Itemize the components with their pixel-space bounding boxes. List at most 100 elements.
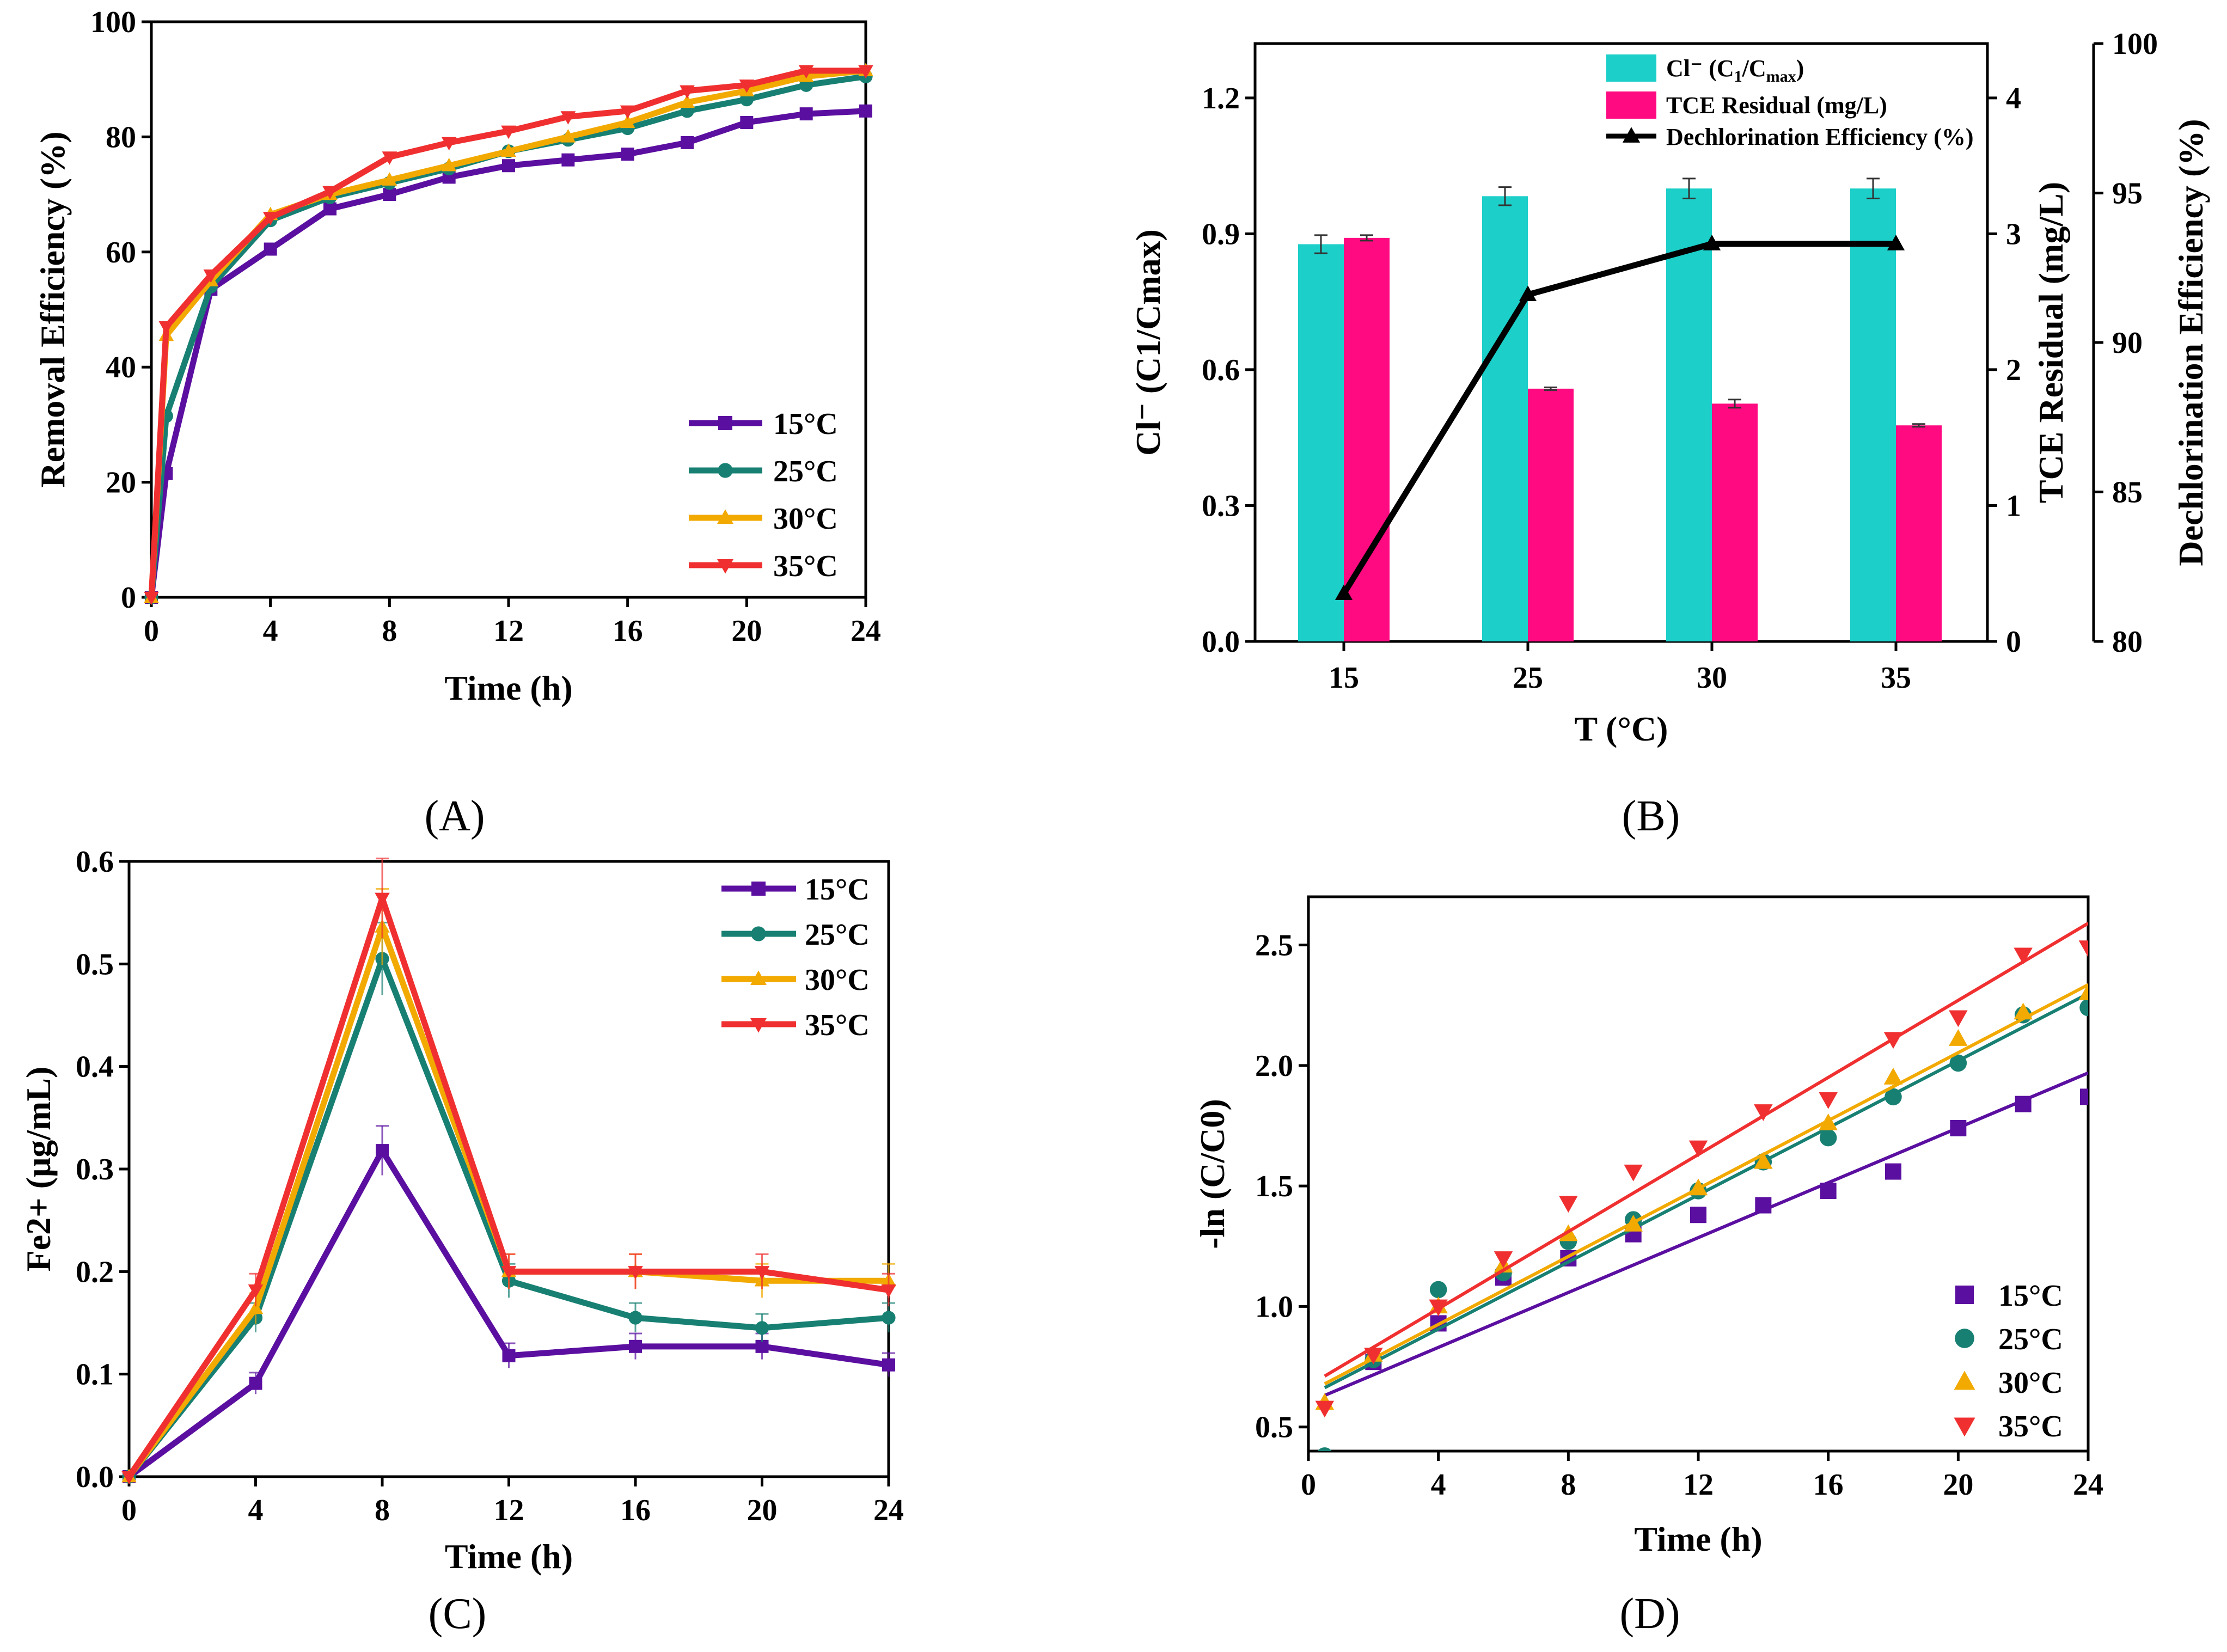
data-point bbox=[1688, 1140, 1708, 1158]
data-point bbox=[322, 186, 338, 200]
data-point bbox=[1315, 1400, 1335, 1418]
legend-marker bbox=[750, 970, 767, 986]
legend-label-part: ) bbox=[1796, 55, 1804, 82]
data-point bbox=[1949, 1029, 1968, 1046]
data-point bbox=[501, 125, 516, 139]
data-point bbox=[1883, 1032, 1903, 1049]
y-tick-label: 0.5 bbox=[76, 947, 114, 981]
legend: 15°C 25°C 30°C 35°C bbox=[689, 407, 838, 583]
y-right-tick-label: 0 bbox=[2006, 625, 2021, 659]
data-point bbox=[501, 143, 516, 157]
bar-cl bbox=[1666, 188, 1712, 641]
panel-c: 0 4 8 12 16 20 24 0.0 0.1 0.2 0.3 0.4 0.5 0.6 Time (h)… bbox=[19, 845, 904, 1638]
legend-label: 30°C bbox=[805, 963, 870, 997]
data-point bbox=[620, 105, 635, 119]
panel-b: 0.0 0.3 0.6 0.9 1.2 0 1 2 3 4 80 85 90 95 100 15 25 30 35 T… bbox=[1129, 27, 2210, 840]
data-point bbox=[2079, 999, 2088, 1017]
x-tick-label: 35 bbox=[1881, 661, 1911, 695]
y-tick-label: 40 bbox=[106, 351, 136, 384]
data-point bbox=[1559, 1196, 1578, 1213]
data-point bbox=[501, 1266, 517, 1280]
legend-marker bbox=[717, 509, 733, 524]
panel-caption: (D) bbox=[1619, 1590, 1680, 1638]
data-point bbox=[441, 157, 457, 172]
legend-label: 25°C bbox=[1998, 1323, 2063, 1356]
bar-tce bbox=[1712, 403, 1758, 641]
data-point bbox=[1754, 1104, 1773, 1121]
bar-cl bbox=[1482, 196, 1528, 641]
data-point bbox=[2015, 1096, 2032, 1112]
y-axis-title-left: Cl⁻ (C1/Cmax) bbox=[1129, 229, 1167, 456]
series-15c bbox=[123, 1125, 895, 1483]
legend: 15°C 25°C 30°C 35°C bbox=[721, 873, 870, 1042]
data-point bbox=[1949, 1054, 1967, 1072]
data-point bbox=[203, 269, 219, 283]
series-35c bbox=[1315, 922, 2088, 1418]
legend-label: 30°C bbox=[1998, 1366, 2063, 1400]
x-tick-label: 20 bbox=[1943, 1468, 1973, 1502]
x-tick-label: 24 bbox=[2073, 1468, 2103, 1502]
data-point bbox=[1429, 1281, 1447, 1299]
data-point bbox=[375, 892, 390, 907]
x-tick-label: 12 bbox=[493, 614, 524, 648]
data-point bbox=[681, 136, 694, 149]
data-point bbox=[882, 1311, 896, 1325]
legend: 15°C 25°C 30°C 35°C bbox=[1954, 1279, 2063, 1443]
data-point bbox=[1703, 235, 1721, 250]
data-point bbox=[1494, 1251, 1513, 1268]
data-point bbox=[1883, 1067, 1903, 1085]
plot-frame bbox=[127, 860, 890, 1478]
legend-label: 25°C bbox=[805, 918, 870, 952]
data-point bbox=[1688, 1178, 1708, 1196]
x-tick-label: 20 bbox=[731, 614, 762, 648]
data-point bbox=[755, 1321, 769, 1335]
y-axis-title: -ln (C/C0) bbox=[1193, 1099, 1232, 1249]
y-tick-label: 1.5 bbox=[1255, 1170, 1293, 1203]
data-point bbox=[1335, 584, 1353, 601]
data-point bbox=[680, 85, 695, 99]
bar-tce bbox=[1528, 388, 1574, 641]
legend-marker bbox=[1954, 1370, 1975, 1390]
data-point bbox=[2080, 1088, 2088, 1105]
legend: Cl⁻ (C1/Cmax) TCE Residual (mg/L) Dechlori… bbox=[1606, 54, 1974, 150]
plot-frame bbox=[1253, 42, 1989, 643]
data-point bbox=[1624, 1214, 1643, 1232]
data-point bbox=[740, 115, 754, 129]
series-30c bbox=[1315, 983, 2088, 1410]
data-point bbox=[881, 1284, 896, 1298]
data-point bbox=[376, 1144, 389, 1158]
data-point bbox=[620, 114, 635, 129]
legend-marker bbox=[1954, 1417, 1975, 1437]
y-tick-label: 0.0 bbox=[1202, 625, 1240, 659]
data-point bbox=[628, 1266, 643, 1280]
x-tick-label: 25 bbox=[1513, 661, 1543, 695]
legend-marker bbox=[751, 926, 766, 941]
y-tick-label: 1.2 bbox=[1202, 82, 1240, 115]
data-point bbox=[502, 1349, 516, 1362]
series-line bbox=[126, 956, 889, 1479]
x-axis-title: T (°C) bbox=[1575, 709, 1668, 748]
series-15c bbox=[145, 104, 872, 604]
y-right2-tick-label: 85 bbox=[2112, 476, 2143, 510]
fit-line bbox=[1324, 983, 2088, 1386]
y-tick-label: 0.6 bbox=[76, 845, 114, 879]
legend-marker bbox=[718, 416, 732, 430]
data-point bbox=[1885, 1088, 1902, 1106]
data-point bbox=[1819, 1129, 1837, 1147]
data-point bbox=[1690, 1207, 1706, 1223]
data-point bbox=[680, 94, 695, 108]
data-point bbox=[1950, 1119, 1967, 1136]
data-point bbox=[799, 107, 813, 121]
fit-line bbox=[1324, 922, 2088, 1378]
data-point bbox=[2078, 940, 2088, 957]
data-point bbox=[382, 172, 397, 186]
y-tick-label: 0.3 bbox=[76, 1153, 114, 1186]
data-point bbox=[1519, 285, 1537, 302]
x-tick-label: 30 bbox=[1697, 661, 1727, 695]
bar-tce bbox=[1896, 425, 1942, 641]
x-tick-label: 12 bbox=[494, 1494, 524, 1527]
y-tick-label: 100 bbox=[90, 5, 136, 39]
y-right2-tick-label: 80 bbox=[2112, 625, 2143, 659]
legend-label: 35°C bbox=[1998, 1410, 2063, 1443]
legend-label: Dechlorination Efficiency (%) bbox=[1666, 124, 1974, 150]
